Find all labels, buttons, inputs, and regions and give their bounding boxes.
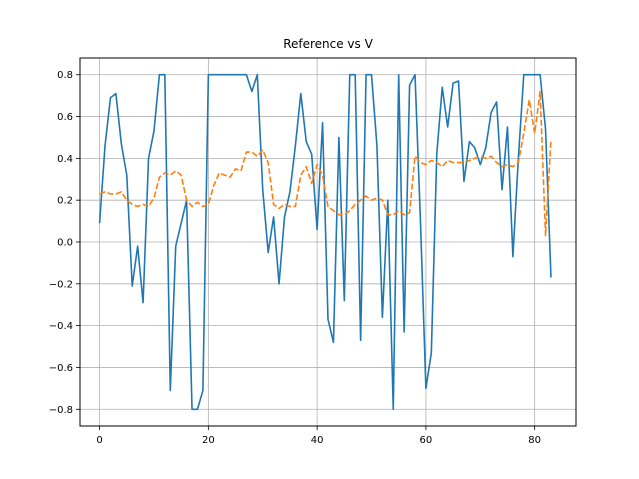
series-line-2 (99, 90, 552, 237)
plot-series (98, 73, 552, 411)
x-tick-label: 80 (528, 435, 541, 446)
y-tick-label: 0.8 (57, 70, 73, 81)
x-tick-label: 60 (420, 435, 433, 446)
y-tick-label: −0.6 (49, 363, 73, 374)
y-tick-label: −0.4 (49, 321, 73, 332)
x-tick-label: 20 (202, 435, 215, 446)
series-line-1 (98, 73, 552, 411)
y-tick-label: 0.2 (57, 196, 73, 207)
x-axis-ticks: 0 20 40 60 80 (96, 426, 541, 446)
y-axis-ticks: −0.8 −0.6 −0.4 −0.2 0.0 0.2 0.4 0.6 0.8 (49, 70, 80, 416)
grid-lines (80, 58, 576, 426)
y-tick-label: 0.4 (57, 154, 73, 165)
chart-title: Reference vs V (283, 37, 373, 51)
x-tick-label: 40 (311, 435, 324, 446)
y-tick-label: 0.6 (57, 112, 73, 123)
y-tick-label: 0.0 (57, 238, 73, 249)
y-tick-label: −0.8 (49, 405, 73, 416)
x-tick-label: 0 (96, 435, 102, 446)
y-tick-label: −0.2 (49, 279, 73, 290)
